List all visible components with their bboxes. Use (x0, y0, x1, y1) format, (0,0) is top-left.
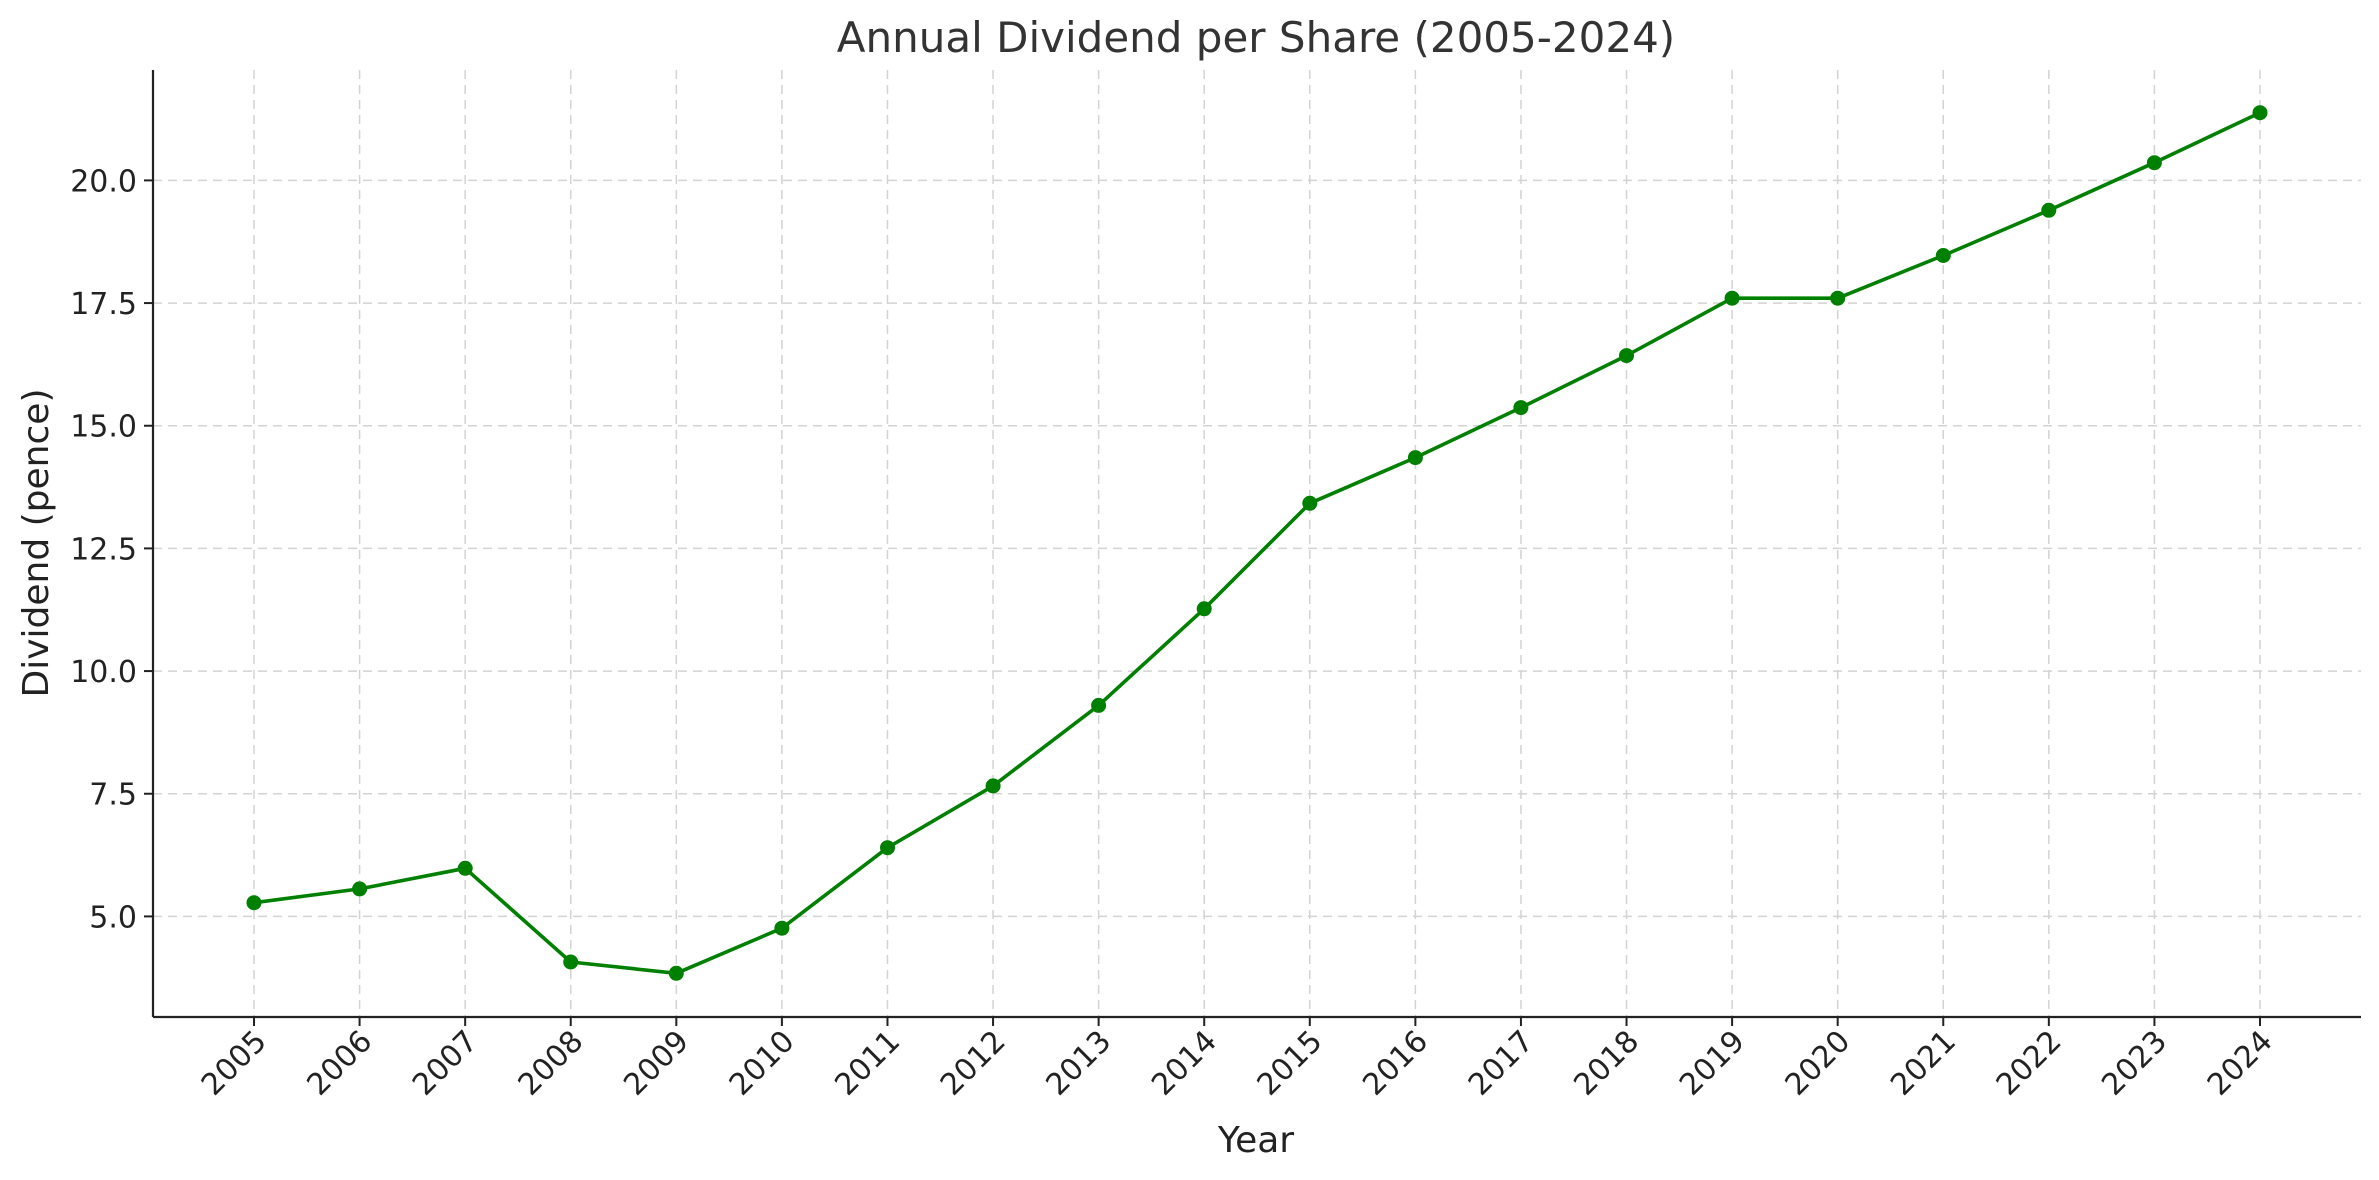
axes-layer (151, 70, 2361, 1019)
data-point-marker (246, 895, 262, 911)
series-layer (246, 105, 2268, 981)
data-point-marker (1724, 290, 1740, 306)
data-point-marker (1830, 290, 1846, 306)
x-tick-label: 2009 (617, 1024, 696, 1103)
data-point-marker (1196, 601, 1212, 617)
data-point-marker (1619, 348, 1634, 364)
y-tick-label: 10.0 (70, 655, 137, 690)
x-tick-label: 2012 (934, 1024, 1013, 1103)
data-point-marker (2041, 202, 2057, 218)
x-tick-label: 2013 (1040, 1024, 1119, 1103)
data-point-marker (2146, 155, 2162, 171)
y-tick-label: 5.0 (89, 900, 137, 935)
data-point-marker (1407, 450, 1423, 466)
data-point-marker (2252, 105, 2268, 121)
data-point-marker (985, 778, 1001, 794)
x-tick-label: 2011 (828, 1024, 907, 1103)
x-tick-label: 2007 (406, 1024, 485, 1103)
data-point-marker (352, 881, 368, 897)
x-tick-label: 2020 (1779, 1024, 1858, 1103)
x-tick-label: 2008 (512, 1024, 591, 1103)
y-tick-label: 12.5 (70, 532, 137, 567)
chart-title: Annual Dividend per Share (2005-2024) (837, 13, 1675, 62)
data-point-marker (774, 920, 790, 936)
y-axis-label: Dividend (pence) (16, 389, 57, 698)
y-tick-label: 20.0 (70, 164, 137, 199)
x-tick-label: 2016 (1356, 1024, 1435, 1103)
data-point-marker (668, 965, 684, 981)
grid-layer (153, 70, 2361, 1017)
data-point-marker (1935, 248, 1951, 263)
data-point-marker (563, 954, 579, 970)
x-tick-label: 2018 (1567, 1024, 1646, 1103)
y-tick-label: 15.0 (70, 410, 137, 445)
data-point-marker (1513, 400, 1529, 416)
x-tick-label: 2006 (300, 1024, 379, 1103)
x-tick-label: 2015 (1251, 1024, 1330, 1103)
x-tick-label: 2024 (2201, 1024, 2280, 1103)
x-tick-label: 2022 (1990, 1024, 2069, 1103)
x-tick-label: 2014 (1145, 1024, 1224, 1103)
x-tick-label: 2010 (723, 1024, 802, 1103)
x-tick-label: 2005 (195, 1024, 274, 1103)
x-axis-label: Year (1217, 1120, 1294, 1161)
series-line (252, 110, 2262, 976)
data-point-marker (880, 840, 895, 856)
x-tick-label: 2021 (1884, 1024, 1963, 1103)
data-point-marker (457, 860, 473, 876)
x-tick-label: 2023 (2095, 1024, 2174, 1103)
x-tick-label: 2017 (1462, 1024, 1541, 1103)
y-tick-label: 17.5 (70, 287, 137, 322)
x-tick-label: 2019 (1673, 1024, 1752, 1103)
y-tick-label: 7.5 (89, 778, 137, 813)
data-point-marker (1302, 495, 1318, 511)
data-point-marker (1091, 697, 1107, 713)
